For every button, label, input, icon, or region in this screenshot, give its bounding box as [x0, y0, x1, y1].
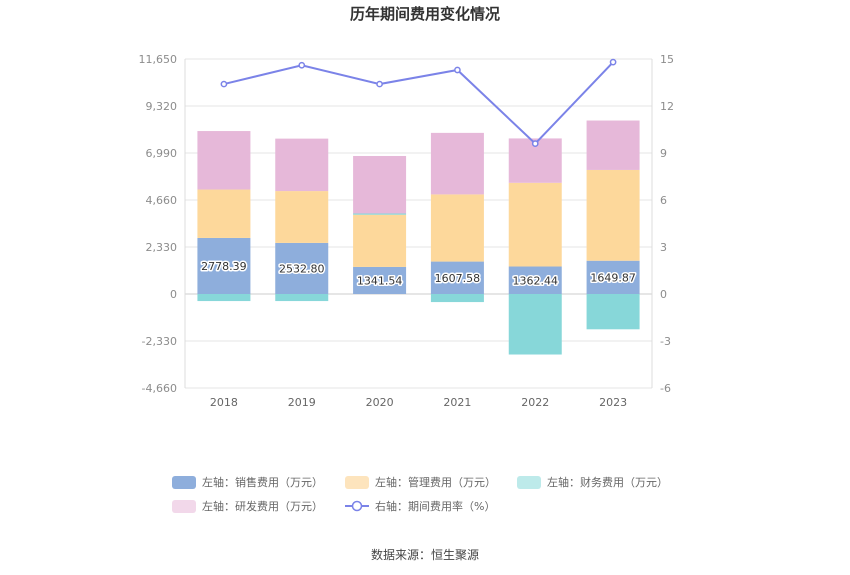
right-tick-label: -6: [660, 382, 671, 395]
chart-title: 历年期间费用变化情况: [350, 5, 500, 23]
bar-value-label: 1649.87: [590, 271, 636, 284]
x-tick-label: 2018: [210, 396, 238, 409]
bar-1-2021: [430, 261, 484, 294]
bar-3-2020: [353, 213, 407, 215]
bar-2-2020: [353, 214, 407, 267]
rate-point-2022: [531, 140, 539, 147]
right-tick-label: -3: [660, 335, 671, 348]
left-tick-label: 6,990: [146, 147, 178, 160]
bar-4-2023: [586, 120, 640, 170]
legend-swatch: [345, 476, 369, 489]
bar-3-2022: [508, 294, 562, 355]
x-tick-label: 2019: [288, 396, 316, 409]
bar-2-2022: [508, 182, 562, 267]
legend-label: 左轴：管理费用（万元）: [375, 475, 496, 489]
bar-1-2020: [353, 266, 407, 294]
right-tick-label: 6: [660, 194, 667, 207]
right-axis: 15 12 9 6 3 0 -3 -6: [651, 53, 674, 395]
left-axis: 11,650 9,320 6,990 4,660 2,330 0 -2,330 -4,660: [139, 53, 186, 395]
x-tick-label: 2020: [366, 396, 394, 409]
x-axis: 2018 2019 2020 2021 2022 2023: [210, 396, 627, 409]
legend-item-1[interactable]: 左轴：销售费用（万元）: [172, 475, 323, 489]
x-tick-label: 2021: [443, 396, 471, 409]
right-tick-label: 15: [660, 53, 674, 66]
bar-value-label: 1341.54: [357, 274, 403, 287]
bar-labels: 2778.39 2532.80 1341.54 1607.58 1362.44 1649.…: [200, 258, 638, 288]
bar-2-2021: [430, 194, 484, 262]
legend-item-5[interactable]: 右轴：期间费用率（%）: [345, 499, 495, 513]
bar-1-2022: [508, 266, 562, 294]
bar-2-2023: [586, 169, 640, 261]
legend-swatch: [172, 500, 196, 513]
legend-swatch-marker: [351, 500, 363, 512]
bar-value-label: 1607.58: [435, 272, 481, 285]
bar-4-2019: [275, 138, 329, 192]
right-tick-label: 12: [660, 100, 674, 113]
legend-swatch: [517, 476, 541, 489]
bar-3-2023: [586, 294, 640, 330]
legend-item-4[interactable]: 左轴：研发费用（万元）: [172, 499, 323, 513]
bar-1-2019: [275, 242, 329, 294]
bar-value-label: 1362.44: [513, 274, 559, 287]
bar-value-label: 2532.80: [279, 262, 325, 275]
left-tick-label: 0: [170, 288, 177, 301]
rate-line: [220, 58, 617, 147]
bar-1-2018: [197, 237, 251, 294]
rate-point-2023: [609, 58, 617, 66]
bar-3-2018: [197, 294, 251, 302]
left-tick-label: -4,660: [142, 382, 177, 395]
right-tick-label: 0: [660, 288, 667, 301]
data-source: 数据来源：恒生聚源: [371, 547, 479, 562]
bar-3-2021: [430, 294, 484, 303]
bar-4-2020: [353, 155, 407, 214]
x-tick-label: 2022: [521, 396, 549, 409]
rate-point-2019: [298, 61, 306, 69]
grid-lines: [185, 58, 652, 389]
legend-label: 右轴：期间费用率（%）: [375, 499, 495, 513]
rate-point-2021: [454, 66, 461, 74]
legend-label: 左轴：研发费用（万元）: [202, 499, 323, 513]
legend-item-3[interactable]: 左轴：财务费用（万元）: [517, 475, 668, 489]
legend-swatch: [172, 476, 196, 489]
right-tick-label: 3: [660, 241, 667, 254]
left-tick-label: 2,330: [146, 241, 178, 254]
left-tick-label: 9,320: [146, 100, 178, 113]
bar-2-2018: [197, 189, 251, 238]
bar-3-2019: [275, 294, 329, 302]
bar-value-label: 2778.39: [201, 260, 247, 273]
bar-4-2021: [430, 132, 484, 195]
bar-1-2023: [586, 260, 640, 294]
right-tick-label: 9: [660, 147, 667, 160]
x-tick-label: 2023: [599, 396, 627, 409]
bar-4-2018: [197, 131, 251, 190]
rate-line-path: [223, 61, 614, 146]
left-tick-label: 4,660: [146, 194, 178, 207]
legend-label: 左轴：销售费用（万元）: [202, 475, 323, 489]
left-tick-label: 11,650: [139, 53, 178, 66]
legend[interactable]: 左轴：销售费用（万元） 左轴：管理费用（万元） 左轴：财务费用（万元） 左轴：研发费用…: [172, 475, 668, 513]
rate-point-2018: [220, 80, 228, 88]
rate-point-2020: [376, 80, 383, 88]
bars: [197, 120, 640, 355]
bar-2-2019: [275, 191, 329, 243]
legend-item-2[interactable]: 左轴：管理费用（万元）: [345, 475, 496, 489]
legend-label: 左轴：财务费用（万元）: [547, 475, 668, 489]
left-tick-label: -2,330: [142, 335, 177, 348]
